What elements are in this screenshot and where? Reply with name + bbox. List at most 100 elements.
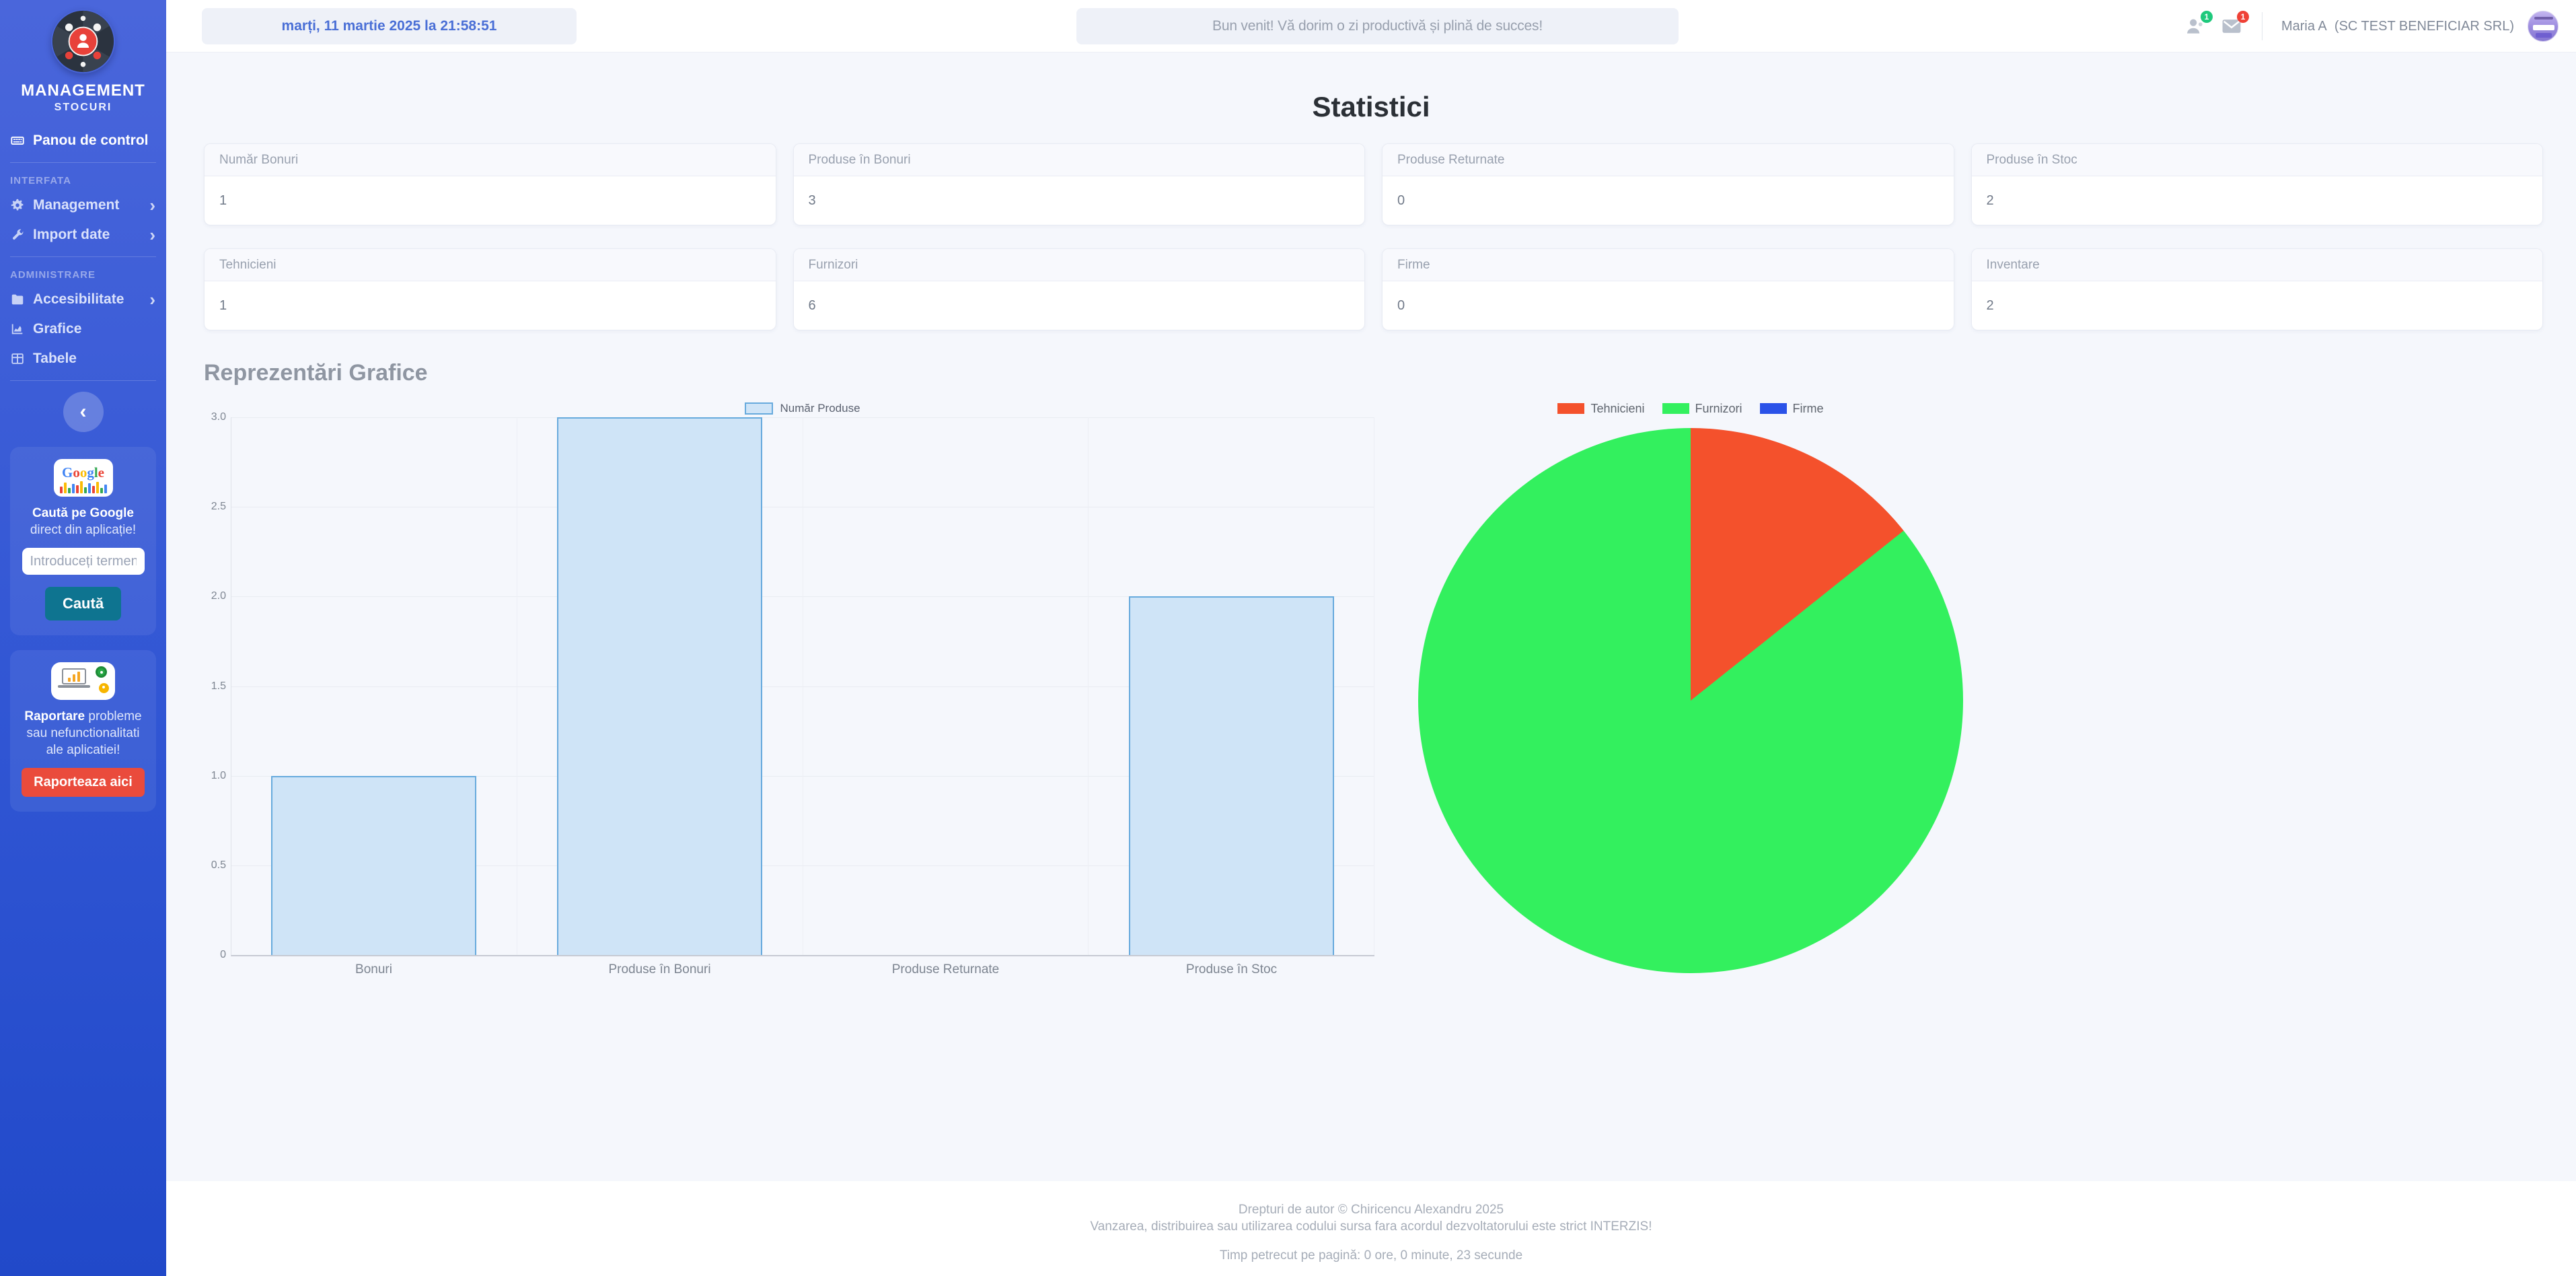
stat-card-value: 0: [1397, 298, 1405, 313]
sidebar: MANAGEMENT STOCURI Panou de control INTE…: [0, 0, 166, 1276]
users-notification-button[interactable]: 1: [2184, 11, 2213, 38]
gear-icon: [10, 198, 25, 213]
legend-label: Furnizori: [1695, 401, 1742, 415]
legend-label: Număr Produse: [780, 402, 860, 415]
mail-notification-button[interactable]: 1: [2220, 11, 2249, 38]
stat-card-tehnicieni: Tehnicieni 1: [204, 248, 776, 330]
sidebar-item-label: Import date: [33, 227, 110, 242]
user-name: Maria A: [2281, 18, 2327, 34]
stat-card-value: 3: [808, 193, 816, 208]
stat-card-furnizori: Furnizori 6: [793, 248, 1365, 330]
x-axis-label: Produse în Bonuri: [608, 962, 711, 977]
google-search-input[interactable]: [22, 548, 145, 575]
x-axis-label: Bonuri: [355, 962, 392, 977]
bar-1[interactable]: [271, 775, 477, 955]
google-logo: Google: [53, 459, 113, 497]
stat-card-label: Tehnicieni: [205, 249, 776, 281]
pie-chart-legend: Tehnicieni Furnizori Firme: [1401, 400, 1980, 417]
gridline: [231, 686, 1374, 687]
stat-card-value: 2: [1986, 193, 1994, 208]
stat-card-value: 6: [808, 298, 816, 313]
envelope-icon: [2222, 20, 2241, 33]
sidebar-item-grafice[interactable]: Grafice: [0, 314, 166, 344]
google-logo-bars: [59, 481, 107, 493]
bar-category-column: [231, 417, 517, 955]
bar-4[interactable]: [1128, 596, 1334, 955]
stat-card-numar-bonuri: Număr Bonuri 1: [204, 143, 776, 225]
y-axis-tick: 2.0: [211, 590, 226, 602]
app-logo-icon: [52, 10, 114, 73]
bar-category-column: [803, 417, 1089, 955]
stat-card-value: 2: [1986, 298, 1994, 313]
gridline: [231, 417, 1374, 418]
legend-swatch: [745, 402, 774, 415]
legend-swatch: [1662, 403, 1689, 414]
page-title: Statistici: [1312, 91, 1430, 122]
google-logo-letter: o: [73, 464, 80, 481]
bar-category-column: [517, 417, 803, 955]
sidebar-section-interfata: INTERFATA: [10, 175, 71, 186]
bar-chart-plot: 0 0.5 1.0 1.5 2.0 2.5 3.0: [211, 411, 1374, 960]
bar-chart-legend[interactable]: Număr Produse: [231, 400, 1374, 417]
report-illustration-icon: [51, 662, 115, 700]
google-logo-letter: o: [79, 464, 87, 481]
sidebar-item-import-date[interactable]: Import date ›: [0, 220, 166, 250]
google-logo-text: Google: [62, 464, 104, 481]
mail-badge: 1: [2236, 11, 2249, 23]
sidebar-item-management[interactable]: Management ›: [0, 190, 166, 220]
sidebar-item-panou-de-control[interactable]: Panou de control: [0, 126, 166, 155]
sidebar-item-label: Tabele: [33, 351, 77, 366]
pie-legend-item-furnizori[interactable]: Furnizori: [1662, 402, 1742, 416]
bar-chart-x-labels: Bonuri Produse în Bonuri Produse Returnate…: [231, 962, 1374, 977]
chevron-left-icon: ‹: [79, 400, 87, 423]
y-axis-tick: 1.0: [211, 769, 226, 781]
chevron-right-icon: ›: [149, 225, 155, 245]
copyright-line: Drepturi de autor © Chiricencu Alexandru…: [1238, 1203, 1504, 1217]
y-axis-tick: 3.0: [211, 411, 226, 423]
stat-card-label: Inventare: [1971, 249, 2542, 281]
stat-card-label: Produse Returnate: [1383, 144, 1954, 176]
footer: Drepturi de autor © Chiricencu Alexandru…: [166, 1181, 2576, 1276]
legend-swatch: [1759, 403, 1787, 414]
keyboard-icon: [10, 133, 25, 148]
report-button[interactable]: Raporteaza aici: [22, 768, 145, 797]
gridline: [231, 775, 1374, 777]
bar-category-column: [1089, 417, 1374, 955]
google-logo-letter: e: [98, 464, 104, 481]
y-axis-tick: 2.5: [211, 501, 226, 513]
folder-icon: [10, 292, 25, 307]
datetime-chip: marți, 11 martie 2025 la 21:58:51: [202, 8, 577, 44]
stat-card-value: 0: [1397, 193, 1405, 208]
user-menu[interactable]: Maria A (SC TEST BENEFICIAR SRL): [2281, 19, 2514, 34]
stat-cards-grid: Număr Bonuri 1 Produse în Bonuri 3 Produ…: [204, 143, 2543, 330]
stat-card-produse-in-stoc: Produse în Stoc 2: [1971, 143, 2543, 225]
stat-card-label: Firme: [1383, 249, 1954, 281]
bar-chart[interactable]: Număr Produse 0 0.5 1.0 1.5 2.0 2.5 3.0 Bonuri…: [204, 400, 1374, 977]
sidebar-section-administrare: ADMINISTRARE: [10, 269, 96, 281]
pie-legend-item-firme[interactable]: Firme: [1759, 402, 1824, 416]
stat-card-value: 1: [219, 193, 227, 208]
brand-subtitle: STOCURI: [54, 102, 112, 113]
gridline: [231, 865, 1374, 866]
google-logo-letter: l: [94, 464, 98, 481]
pie-circle[interactable]: [1418, 428, 1963, 973]
sidebar-collapse-button[interactable]: ‹: [63, 392, 104, 432]
sidebar-item-label: Panou de control: [33, 133, 149, 148]
divider: [10, 162, 156, 163]
stat-card-firme: Firme 0: [1382, 248, 1954, 330]
y-axis-tick: 0: [220, 949, 226, 960]
report-widget-caption: Raportare probleme sau nefunctionalitati…: [24, 709, 142, 757]
avatar[interactable]: [2528, 11, 2559, 42]
sidebar-item-accesibilitate[interactable]: Accesibilitate ›: [0, 285, 166, 314]
sidebar-item-tabele[interactable]: Tabele: [0, 344, 166, 374]
bar-2[interactable]: [557, 417, 763, 955]
google-search-button[interactable]: Caută: [44, 587, 122, 621]
wrench-icon: [10, 227, 25, 242]
pie-legend-item-tehnicieni[interactable]: Tehnicieni: [1557, 401, 1645, 416]
legend-label: Tehnicieni: [1590, 401, 1645, 415]
stat-card-label: Produse în Bonuri: [793, 144, 1364, 176]
stat-card-label: Produse în Stoc: [1971, 144, 2542, 176]
stat-card-label: Număr Bonuri: [205, 144, 776, 176]
divider: [10, 256, 156, 257]
pie-chart[interactable]: Tehnicieni Furnizori Firme: [1401, 400, 1980, 973]
